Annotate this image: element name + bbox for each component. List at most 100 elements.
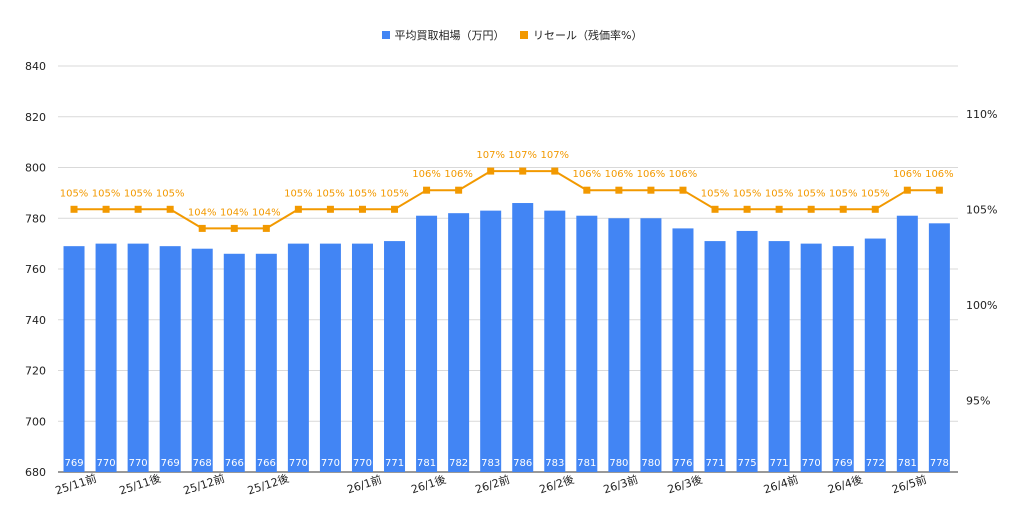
- x-tick-label: 25/12前: [182, 471, 227, 498]
- y-left-tick-label: 740: [25, 314, 46, 327]
- bar-value-label: 770: [802, 458, 821, 469]
- bar: [319, 243, 341, 472]
- line-value-label: 105%: [733, 188, 762, 199]
- line-value-label: 106%: [412, 169, 441, 180]
- y-right-tick-label: 110%: [966, 108, 997, 121]
- line-value-label: 106%: [573, 169, 602, 180]
- line-point: [647, 186, 655, 194]
- bar: [768, 241, 790, 472]
- line-value-label: 106%: [925, 169, 954, 180]
- bar: [287, 243, 309, 472]
- line-point: [935, 186, 943, 194]
- line-value-label: 106%: [669, 169, 698, 180]
- bar: [672, 228, 694, 472]
- bar: [896, 215, 918, 472]
- line-point: [807, 205, 815, 213]
- line-value-label: 105%: [156, 188, 185, 199]
- bar: [544, 210, 566, 472]
- line-point: [198, 224, 206, 232]
- line-point: [711, 205, 719, 213]
- x-tick-label: 25/12後: [246, 471, 291, 498]
- line-point: [230, 224, 238, 232]
- line-point: [551, 167, 559, 175]
- x-tick-label: 26/3後: [666, 472, 704, 496]
- bar-value-label: 770: [353, 458, 372, 469]
- bar-value-label: 769: [834, 458, 853, 469]
- bar-value-label: 768: [193, 458, 212, 469]
- resale-line: [74, 170, 940, 230]
- line-value-label: 105%: [701, 188, 730, 199]
- line-point: [871, 205, 879, 213]
- y-left-tick-label: 760: [25, 263, 46, 276]
- line-point: [102, 205, 110, 213]
- legend-swatch-line: [520, 31, 529, 39]
- line-point: [903, 186, 911, 194]
- bar: [384, 241, 406, 472]
- y-left-tick-label: 700: [25, 415, 46, 428]
- bar-value-label: 770: [289, 458, 308, 469]
- line-point: [423, 186, 431, 194]
- bar: [351, 243, 373, 472]
- y-left-tick-label: 800: [25, 162, 46, 175]
- y-left-tick-label: 820: [25, 111, 46, 124]
- line-value-label: 107%: [508, 150, 537, 161]
- line-point: [391, 205, 399, 213]
- line-value-label: 105%: [829, 188, 858, 199]
- line-point: [70, 205, 78, 213]
- line-point: [615, 186, 623, 194]
- bar-value-label: 780: [609, 458, 628, 469]
- line-value-label: 107%: [540, 150, 569, 161]
- y-right-tick-label: 100%: [966, 299, 997, 312]
- line-value-label: 104%: [188, 207, 217, 218]
- bar-value-label: 771: [770, 458, 789, 469]
- bar: [832, 246, 854, 472]
- bar-value-label: 778: [930, 458, 949, 469]
- legend-item-line: リセール（残価率%）: [520, 27, 642, 43]
- line-value-label: 104%: [252, 207, 281, 218]
- line-point: [775, 205, 783, 213]
- bar-value-label: 786: [513, 458, 532, 469]
- legend: 平均買取相場（万円） リセール（残価率%）: [0, 27, 1024, 43]
- line-point: [487, 167, 495, 175]
- y-left-tick-label: 840: [25, 60, 46, 73]
- bar: [159, 246, 181, 472]
- bar: [800, 243, 822, 472]
- line-value-label: 105%: [797, 188, 826, 199]
- bar: [512, 203, 534, 472]
- y-left-tick-label: 780: [25, 212, 46, 225]
- x-tick-label: 26/2後: [537, 472, 575, 496]
- line-value-label: 105%: [284, 188, 313, 199]
- line-point: [455, 186, 463, 194]
- x-tick-label: 26/4前: [762, 472, 800, 496]
- bar-value-label: 781: [417, 458, 436, 469]
- bar: [928, 223, 950, 472]
- x-tick-label: 26/2前: [473, 472, 511, 496]
- line-value-label: 107%: [476, 150, 505, 161]
- x-tick-label: 25/11前: [53, 471, 98, 498]
- bar-value-label: 775: [738, 458, 757, 469]
- y-right-tick-label: 105%: [966, 203, 997, 216]
- line-point: [294, 205, 302, 213]
- bar-value-label: 776: [673, 458, 692, 469]
- legend-swatch-bars: [381, 31, 390, 39]
- y-right-tick-label: 95%: [966, 394, 990, 407]
- line-value-label: 105%: [765, 188, 794, 199]
- x-tick-label: 26/1後: [409, 472, 447, 496]
- x-tick-label: 26/4後: [826, 472, 864, 496]
- x-tick-label: 26/3前: [601, 472, 639, 496]
- bar: [640, 218, 662, 472]
- line-value-label: 104%: [220, 207, 249, 218]
- line-point: [166, 205, 174, 213]
- bar-value-label: 780: [641, 458, 660, 469]
- bar-value-label: 772: [866, 458, 885, 469]
- line-point: [134, 205, 142, 213]
- line-value-label: 106%: [605, 169, 634, 180]
- bar: [864, 238, 886, 472]
- line-value-label: 106%: [444, 169, 473, 180]
- bar: [127, 243, 149, 472]
- line-value-label: 105%: [380, 188, 409, 199]
- line-point: [358, 205, 366, 213]
- line-point: [743, 205, 751, 213]
- bar-value-label: 781: [898, 458, 917, 469]
